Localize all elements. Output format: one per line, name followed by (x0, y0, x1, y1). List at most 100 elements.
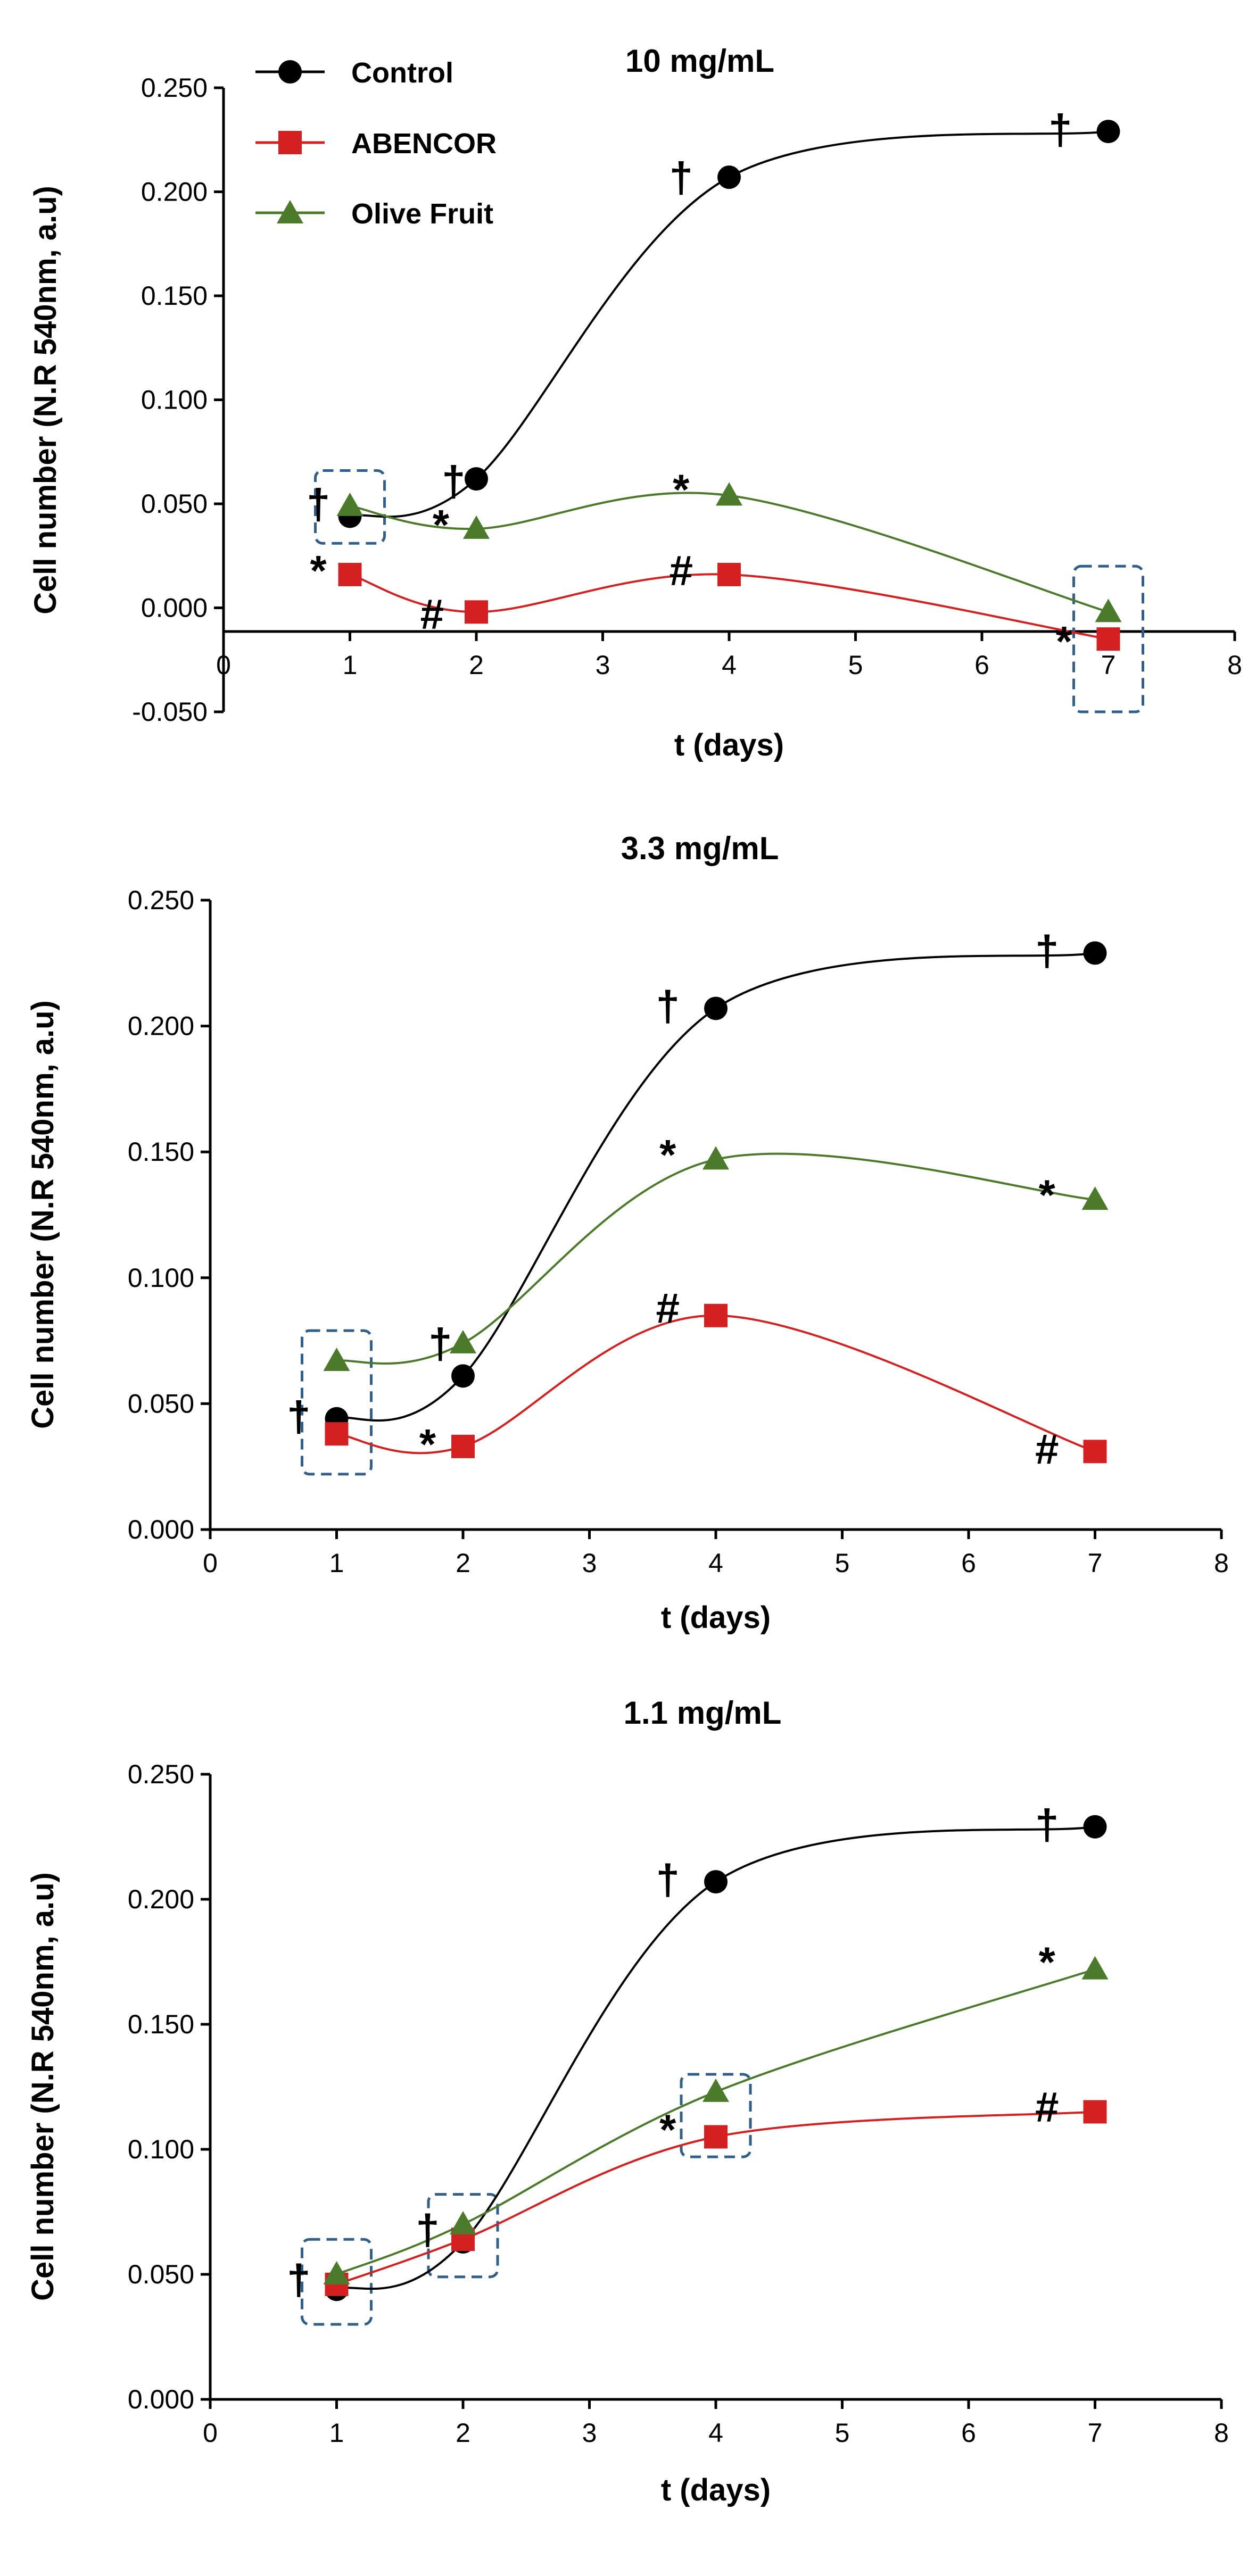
x-tick-label: 7 (1088, 2418, 1103, 2448)
y-axis-title: Cell number (N.R 540nm, a.u) (26, 1000, 60, 1429)
significance-mark: * (1039, 1171, 1056, 1219)
x-tick-label: 7 (1101, 650, 1116, 680)
y-axis-title: Cell number (N.R 540nm, a.u) (26, 1872, 60, 2301)
data-point-control (717, 165, 741, 189)
data-point-control (1096, 120, 1120, 144)
legend: Control ABENCOR Olive Fruit (255, 57, 497, 230)
significance-mark: * (659, 2106, 676, 2153)
x-tick-label: 1 (343, 650, 358, 680)
y-tick-label: 0.200 (128, 1884, 194, 1914)
y-tick-label: 0.050 (128, 1389, 194, 1418)
x-tick-label: 8 (1227, 650, 1242, 680)
significance-mark: † (656, 1856, 680, 1903)
significance-mark: # (656, 1285, 680, 1332)
data-point-abencor (1083, 1440, 1107, 1464)
data-point-olive-fruit (323, 2261, 350, 2284)
data-point-control (465, 467, 488, 491)
data-point-abencor (338, 562, 362, 586)
x-tick-label: 6 (961, 1548, 976, 1578)
data-point-abencor (704, 2125, 728, 2149)
series-line-control (336, 952, 1095, 1422)
data-point-control (704, 996, 728, 1020)
highlight-box (680, 2073, 752, 2158)
x-tick-label: 8 (1214, 2418, 1229, 2448)
series-line-abencor (349, 573, 1109, 641)
data-point-olive-fruit (716, 482, 742, 506)
x-axis-title: t (days) (661, 2473, 771, 2507)
significance-mark: † (1048, 106, 1072, 153)
legend-marker-abencor (278, 131, 302, 154)
highlight-box (1072, 564, 1144, 713)
x-tick-label: 6 (974, 650, 989, 680)
chart-panel-1: 10 mg/mL Control ABENCOR Olive Fruit -0.… (28, 43, 1242, 762)
y-tick-label: 0.000 (128, 2384, 194, 2414)
data-point-control (1083, 1815, 1107, 1839)
plot-area-2: 0.000 0.050 0.100 0.150 0.200 0.250 0 1 2 3 4 5 6 7 8 †… (128, 885, 1229, 1578)
x-tick-label: 4 (708, 2418, 723, 2448)
highlight-box (314, 469, 386, 545)
x-tick-label: 5 (848, 650, 863, 680)
y-tick-label: 0.100 (128, 2134, 194, 2164)
significance-mark: * (310, 547, 327, 594)
chart-title: 3.3 mg/mL (621, 830, 779, 866)
significance-mark: † (442, 458, 466, 505)
data-point-abencor (465, 600, 488, 624)
series-line-control (349, 130, 1109, 518)
series-line-abencor (336, 1314, 1096, 1455)
x-tick-label: 4 (708, 1548, 723, 1578)
data-point-olive-fruit (450, 1329, 476, 1353)
y-tick-label: 0.000 (141, 593, 208, 623)
data-point-abencor (717, 562, 741, 586)
highlight-box (301, 1329, 373, 1476)
legend-marker-control (278, 60, 302, 84)
chart-title: 1.1 mg/mL (624, 1695, 782, 1731)
y-tick-label: 0.150 (128, 2009, 194, 2039)
data-point-olive-fruit (1081, 1956, 1109, 1980)
series-line-control (336, 1825, 1095, 2291)
y-tick-label: 0.000 (128, 1515, 194, 1544)
x-tick-label: 3 (582, 2418, 597, 2448)
data-point-abencor (1096, 627, 1120, 651)
y-tick-label: 0.100 (128, 1263, 194, 1293)
x-tick-label: 1 (329, 2418, 344, 2448)
x-tick-label: 2 (456, 1548, 470, 1578)
significance-mark: † (656, 983, 680, 1030)
x-tick-label: 2 (469, 650, 484, 680)
data-point-olive-fruit (463, 515, 490, 539)
legend-label-control: Control (351, 57, 453, 89)
y-tick-label: 0.250 (128, 885, 194, 915)
highlight-box (427, 2193, 499, 2279)
data-point-abencor (704, 1303, 728, 1327)
significance-mark: * (1039, 1939, 1056, 1986)
significance-mark: # (670, 547, 693, 594)
data-point-olive-fruit (703, 1146, 729, 1170)
legend-label-olive-fruit: Olive Fruit (351, 198, 493, 230)
x-tick-label: 2 (456, 2418, 470, 2448)
y-tick-label: 0.150 (128, 1137, 194, 1167)
significance-mark: * (673, 466, 690, 513)
significance-mark: † (287, 2256, 311, 2303)
significance-mark: † (428, 1320, 452, 1367)
data-point-abencor (325, 1422, 349, 1446)
x-tick-label: 5 (835, 1548, 850, 1578)
plot-area-3: 0.000 0.050 0.100 0.150 0.200 0.250 0 1 2 3 4 5 6 7 8 †… (128, 1759, 1229, 2448)
x-axis-title: t (days) (674, 728, 784, 762)
data-point-control (1083, 941, 1107, 965)
x-tick-label: 1 (329, 1548, 344, 1578)
data-point-olive-fruit (323, 1347, 350, 1371)
x-tick-label: 3 (596, 650, 610, 680)
data-point-olive-fruit (1081, 1186, 1109, 1210)
data-point-olive-fruit (1095, 599, 1122, 622)
significance-mark: # (420, 591, 444, 638)
x-axis-title: t (days) (661, 1600, 771, 1635)
y-tick-label: 0.200 (128, 1011, 194, 1041)
series-line-olive-fruit (350, 492, 1109, 613)
y-tick-label: 0.250 (128, 1759, 194, 1789)
series-line-abencor (336, 2110, 1095, 2286)
y-tick-label: 0.250 (141, 73, 208, 103)
y-axis-title: Cell number (N.R 540nm, a.u) (28, 186, 63, 614)
chart-panel-3: 1.1 mg/mL 0.000 0.050 0.100 0.150 0.200 0.250… (26, 1695, 1229, 2507)
data-point-abencor (1083, 2100, 1107, 2124)
data-point-olive-fruit (703, 2078, 729, 2102)
